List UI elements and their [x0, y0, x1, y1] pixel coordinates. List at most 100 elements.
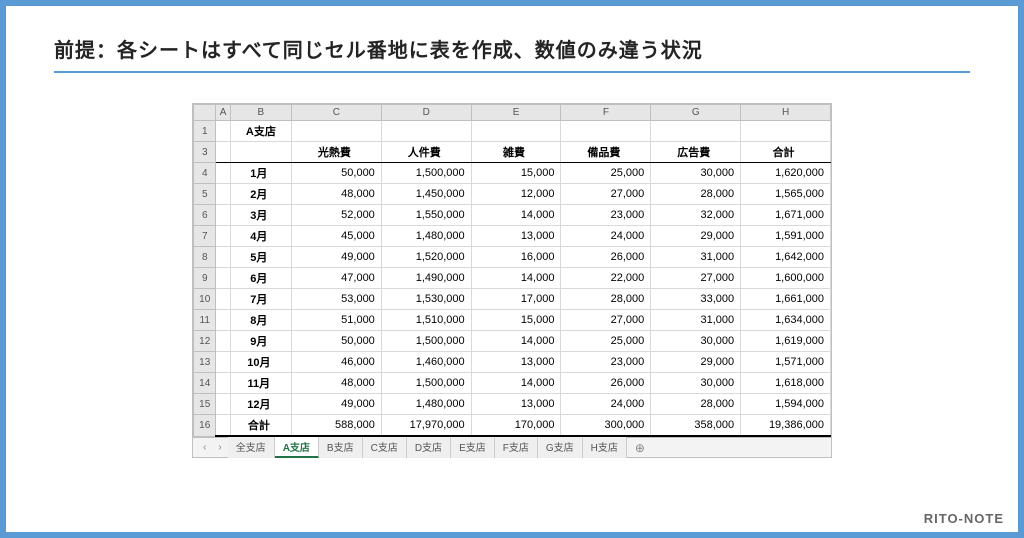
data-cell[interactable]: 1,510,000: [381, 310, 471, 331]
data-cell[interactable]: 28,000: [651, 394, 741, 415]
cell[interactable]: [216, 226, 230, 247]
data-cell[interactable]: 30,000: [651, 331, 741, 352]
data-cell[interactable]: 25,000: [561, 163, 651, 184]
data-cell[interactable]: 46,000: [291, 352, 381, 373]
data-cell[interactable]: 28,000: [561, 289, 651, 310]
tab-nav-prev-icon[interactable]: ‹: [197, 442, 212, 453]
data-cell[interactable]: 31,000: [651, 247, 741, 268]
data-cell[interactable]: 13,000: [471, 394, 561, 415]
data-cell[interactable]: 1,530,000: [381, 289, 471, 310]
row-header[interactable]: 16: [194, 415, 216, 437]
cell[interactable]: [471, 121, 561, 142]
row-header[interactable]: 3: [194, 142, 216, 163]
sheet-tab[interactable]: D支店: [407, 437, 451, 458]
data-cell[interactable]: 1,460,000: [381, 352, 471, 373]
data-cell[interactable]: 50,000: [291, 163, 381, 184]
cell[interactable]: [216, 289, 230, 310]
data-cell[interactable]: 1,642,000: [741, 247, 831, 268]
data-cell[interactable]: 1,450,000: [381, 184, 471, 205]
data-cell[interactable]: 17,000: [471, 289, 561, 310]
cell[interactable]: [741, 121, 831, 142]
data-cell[interactable]: 26,000: [561, 247, 651, 268]
data-cell[interactable]: 33,000: [651, 289, 741, 310]
row-header[interactable]: 4: [194, 163, 216, 184]
data-cell[interactable]: 26,000: [561, 373, 651, 394]
data-cell[interactable]: 24,000: [561, 394, 651, 415]
sheet-tab[interactable]: G支店: [538, 437, 583, 458]
cell[interactable]: [216, 268, 230, 289]
data-cell[interactable]: 1,591,000: [741, 226, 831, 247]
data-cell[interactable]: 52,000: [291, 205, 381, 226]
cell[interactable]: [561, 121, 651, 142]
data-cell[interactable]: 51,000: [291, 310, 381, 331]
data-cell[interactable]: 48,000: [291, 373, 381, 394]
row-header[interactable]: 9: [194, 268, 216, 289]
data-cell[interactable]: 1,618,000: [741, 373, 831, 394]
data-cell[interactable]: 15,000: [471, 163, 561, 184]
col-header[interactable]: A: [216, 105, 230, 121]
row-header[interactable]: 14: [194, 373, 216, 394]
cell[interactable]: [216, 247, 230, 268]
data-cell[interactable]: 24,000: [561, 226, 651, 247]
cell[interactable]: [216, 352, 230, 373]
cell[interactable]: [216, 205, 230, 226]
data-cell[interactable]: 1,550,000: [381, 205, 471, 226]
data-cell[interactable]: 25,000: [561, 331, 651, 352]
cell[interactable]: [216, 184, 230, 205]
row-header[interactable]: 11: [194, 310, 216, 331]
cell[interactable]: [216, 415, 230, 437]
cell[interactable]: [216, 331, 230, 352]
data-cell[interactable]: 30,000: [651, 163, 741, 184]
cell[interactable]: [216, 373, 230, 394]
cell[interactable]: [651, 121, 741, 142]
data-cell[interactable]: 50,000: [291, 331, 381, 352]
data-cell[interactable]: 1,490,000: [381, 268, 471, 289]
col-header[interactable]: F: [561, 105, 651, 121]
data-cell[interactable]: 1,600,000: [741, 268, 831, 289]
row-header[interactable]: 15: [194, 394, 216, 415]
data-cell[interactable]: 27,000: [561, 184, 651, 205]
col-header[interactable]: E: [471, 105, 561, 121]
data-cell[interactable]: 1,594,000: [741, 394, 831, 415]
sheet-tab[interactable]: C支店: [363, 437, 407, 458]
data-cell[interactable]: 1,634,000: [741, 310, 831, 331]
data-cell[interactable]: 29,000: [651, 352, 741, 373]
cell[interactable]: [381, 121, 471, 142]
sheet-tab[interactable]: F支店: [495, 437, 538, 458]
cell[interactable]: [291, 121, 381, 142]
data-cell[interactable]: 1,565,000: [741, 184, 831, 205]
data-cell[interactable]: 49,000: [291, 394, 381, 415]
data-cell[interactable]: 14,000: [471, 331, 561, 352]
data-cell[interactable]: 27,000: [561, 310, 651, 331]
data-cell[interactable]: 15,000: [471, 310, 561, 331]
data-cell[interactable]: 1,619,000: [741, 331, 831, 352]
data-cell[interactable]: 1,500,000: [381, 331, 471, 352]
row-header[interactable]: 12: [194, 331, 216, 352]
data-cell[interactable]: 14,000: [471, 205, 561, 226]
data-cell[interactable]: 1,480,000: [381, 226, 471, 247]
sheet-tab[interactable]: A支店: [275, 437, 319, 458]
data-cell[interactable]: 14,000: [471, 268, 561, 289]
col-header[interactable]: G: [651, 105, 741, 121]
data-cell[interactable]: 32,000: [651, 205, 741, 226]
col-header[interactable]: C: [291, 105, 381, 121]
data-cell[interactable]: 1,661,000: [741, 289, 831, 310]
col-header[interactable]: D: [381, 105, 471, 121]
data-cell[interactable]: 47,000: [291, 268, 381, 289]
tab-nav-next-icon[interactable]: ›: [212, 442, 227, 453]
row-header[interactable]: 8: [194, 247, 216, 268]
col-header[interactable]: B: [230, 105, 291, 121]
data-cell[interactable]: 1,571,000: [741, 352, 831, 373]
row-header[interactable]: 13: [194, 352, 216, 373]
col-header[interactable]: H: [741, 105, 831, 121]
sheet-tab[interactable]: E支店: [451, 437, 495, 458]
data-cell[interactable]: 31,000: [651, 310, 741, 331]
data-cell[interactable]: 53,000: [291, 289, 381, 310]
data-cell[interactable]: 23,000: [561, 205, 651, 226]
row-header[interactable]: 6: [194, 205, 216, 226]
data-cell[interactable]: 28,000: [651, 184, 741, 205]
data-cell[interactable]: 45,000: [291, 226, 381, 247]
add-sheet-icon[interactable]: ⊕: [627, 441, 653, 455]
data-cell[interactable]: 1,620,000: [741, 163, 831, 184]
data-cell[interactable]: 48,000: [291, 184, 381, 205]
